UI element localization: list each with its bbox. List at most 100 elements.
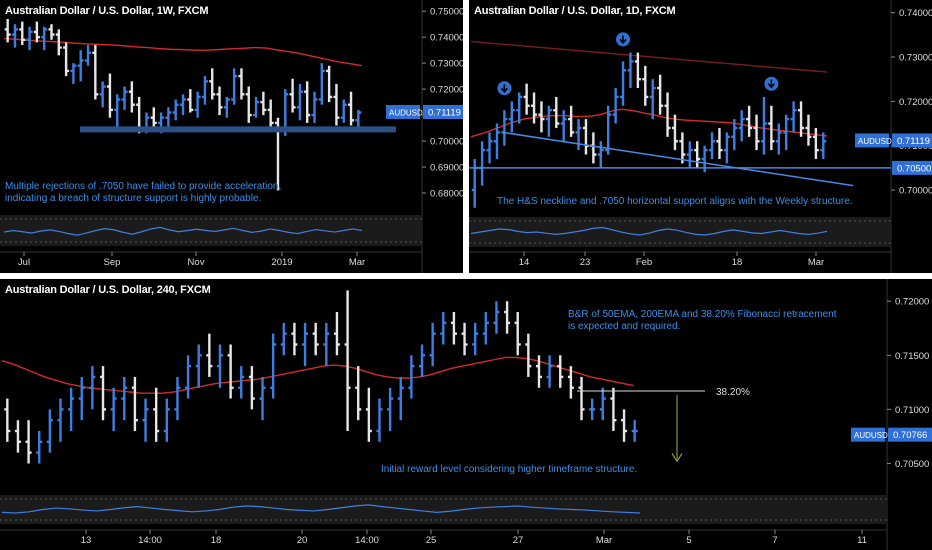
ohlc-bar: [216, 344, 223, 388]
ohlc-bar: [419, 344, 426, 377]
ohlc-bar: [775, 123, 782, 155]
last-price-tag-price: 0.70766: [893, 430, 927, 441]
ohlc-bar: [333, 83, 340, 126]
ohlc-bar: [738, 110, 745, 142]
ohlc-bar: [471, 159, 478, 208]
h4-annotation-bottom: Initial reward level considering higher …: [381, 464, 638, 475]
ohlc-bar: [686, 141, 693, 168]
arrow-down-icon: [619, 35, 627, 45]
ohlc-bar: [100, 366, 107, 421]
ohlc-bar: [312, 322, 319, 356]
y-tick-label: 0.69000: [430, 163, 463, 174]
ohlc-bar: [63, 42, 70, 77]
ohlc-bar: [472, 322, 479, 356]
x-tick-label: 23: [580, 257, 591, 268]
last-price-tag-price-bg: [423, 105, 463, 119]
ohlc-bar: [582, 119, 589, 155]
ohlc-bar: [114, 94, 121, 129]
ohlc-bar: [57, 398, 64, 442]
ohlc-bar: [634, 52, 641, 89]
y-tick-label: 0.72000: [895, 297, 929, 308]
ohlc-bar: [610, 387, 617, 432]
last-price-tag-price: 0.71119: [428, 108, 461, 119]
ohlc-bar: [545, 105, 552, 137]
ohlc-bar: [397, 376, 404, 421]
ohlc-bar: [365, 387, 372, 442]
ohlc-bar: [387, 387, 394, 432]
ohlc-bar: [291, 322, 298, 356]
ohlc-bar: [223, 96, 230, 118]
ohlc-bar: [89, 366, 96, 410]
ohlc-bar: [36, 431, 43, 464]
ohlc-bar: [450, 312, 457, 345]
ohlc-bar: [657, 74, 664, 115]
ohlc-bar: [599, 387, 606, 421]
ohlc-bar: [486, 132, 493, 164]
ohlc-bar: [631, 420, 638, 442]
y-tick-label: 0.70000: [899, 186, 932, 197]
ohlc-bar: [270, 333, 277, 399]
x-tick-label: 7: [772, 535, 777, 546]
ohlc-bar: [48, 24, 55, 40]
last-price-tag-price-bg: [892, 133, 932, 148]
y-tick-label: 0.73000: [430, 59, 463, 70]
ohlc-bar: [131, 376, 138, 432]
ohlc-bar: [77, 50, 84, 82]
daily-chart-svg[interactable]: 0.740000.730000.720000.710000.70000AUDUS…: [469, 0, 932, 273]
daily-chart-panel[interactable]: 0.740000.730000.720000.710000.70000AUDUS…: [469, 0, 932, 273]
ohlc-bar: [805, 114, 812, 146]
y-tick-label: 0.72000: [899, 97, 932, 108]
ohlc-bar: [238, 366, 245, 399]
ohlc-bar: [461, 322, 468, 356]
y-tick-label: 0.74000: [430, 33, 463, 44]
ohlc-bar: [14, 420, 21, 453]
ohlc-bar: [26, 26, 33, 51]
ohlc-bar: [664, 92, 671, 137]
ohlc-bar: [575, 119, 582, 151]
weekly-chart-panel[interactable]: 0.750000.740000.730000.720000.710000.700…: [0, 0, 463, 273]
ohlc-bar: [333, 312, 340, 356]
ohlc-bar: [4, 18, 11, 43]
ohlc-bar: [201, 76, 208, 105]
last-price-tag-symbol-bg: [851, 427, 885, 442]
arrow-down-icon: [767, 79, 775, 89]
ohlc-bar: [501, 110, 508, 146]
ema-50-line: [3, 37, 363, 67]
ohlc-bar: [568, 105, 575, 137]
ohlc-bar: [760, 96, 767, 155]
ohlc-bar: [709, 132, 716, 159]
ohlc-bar: [231, 68, 238, 105]
weekly-chart-svg[interactable]: 0.750000.740000.730000.720000.710000.700…: [0, 0, 463, 273]
h4-chart-svg[interactable]: 0.72000 0.71500 0.71000 0.70500 AUDUSD 0.7076…: [0, 279, 932, 550]
ohlc-bar: [209, 68, 216, 100]
ohlc-bar: [812, 127, 819, 159]
h4-chart-panel[interactable]: 0.72000 0.71500 0.71000 0.70500 AUDUSD 0.7076…: [0, 279, 932, 550]
ohlc-bar: [531, 92, 538, 124]
oscillator-line: [3, 226, 363, 236]
ohlc-bar: [99, 81, 106, 108]
ohlc-bar: [731, 119, 738, 151]
ohlc-bar: [85, 44, 92, 66]
ohlc-bar: [259, 376, 266, 421]
last-price-tag-symbol: AUDUSD: [389, 109, 423, 118]
ohlc-bar: [206, 333, 213, 377]
ohlc-bar: [538, 101, 545, 133]
ohlc-bar: [248, 366, 255, 410]
ohlc-bar: [679, 132, 686, 164]
y-tick-label: 0.71500: [895, 351, 929, 362]
ohlc-bar: [110, 387, 117, 432]
ohlc-bar: [671, 114, 678, 151]
ohlc-bar: [746, 105, 753, 137]
y-tick-label: 0.75000: [430, 7, 463, 18]
oscillator-line: [470, 226, 828, 236]
x-tick-label: 11: [857, 535, 867, 546]
h4-annotation-top: B&R of 50EMA, 200EMA and 38.20% Fibonacc…: [568, 309, 837, 332]
ohlc-bar: [296, 83, 303, 121]
ohlc-bar: [253, 96, 260, 118]
ohlc-bar: [311, 91, 318, 123]
ohlc-bar: [267, 99, 274, 129]
ohlc-bar: [216, 86, 223, 116]
last-price-tag-symbol: AUDUSD: [854, 431, 888, 440]
ohlc-bar: [597, 141, 604, 168]
x-tick-label: Mar: [349, 257, 365, 268]
